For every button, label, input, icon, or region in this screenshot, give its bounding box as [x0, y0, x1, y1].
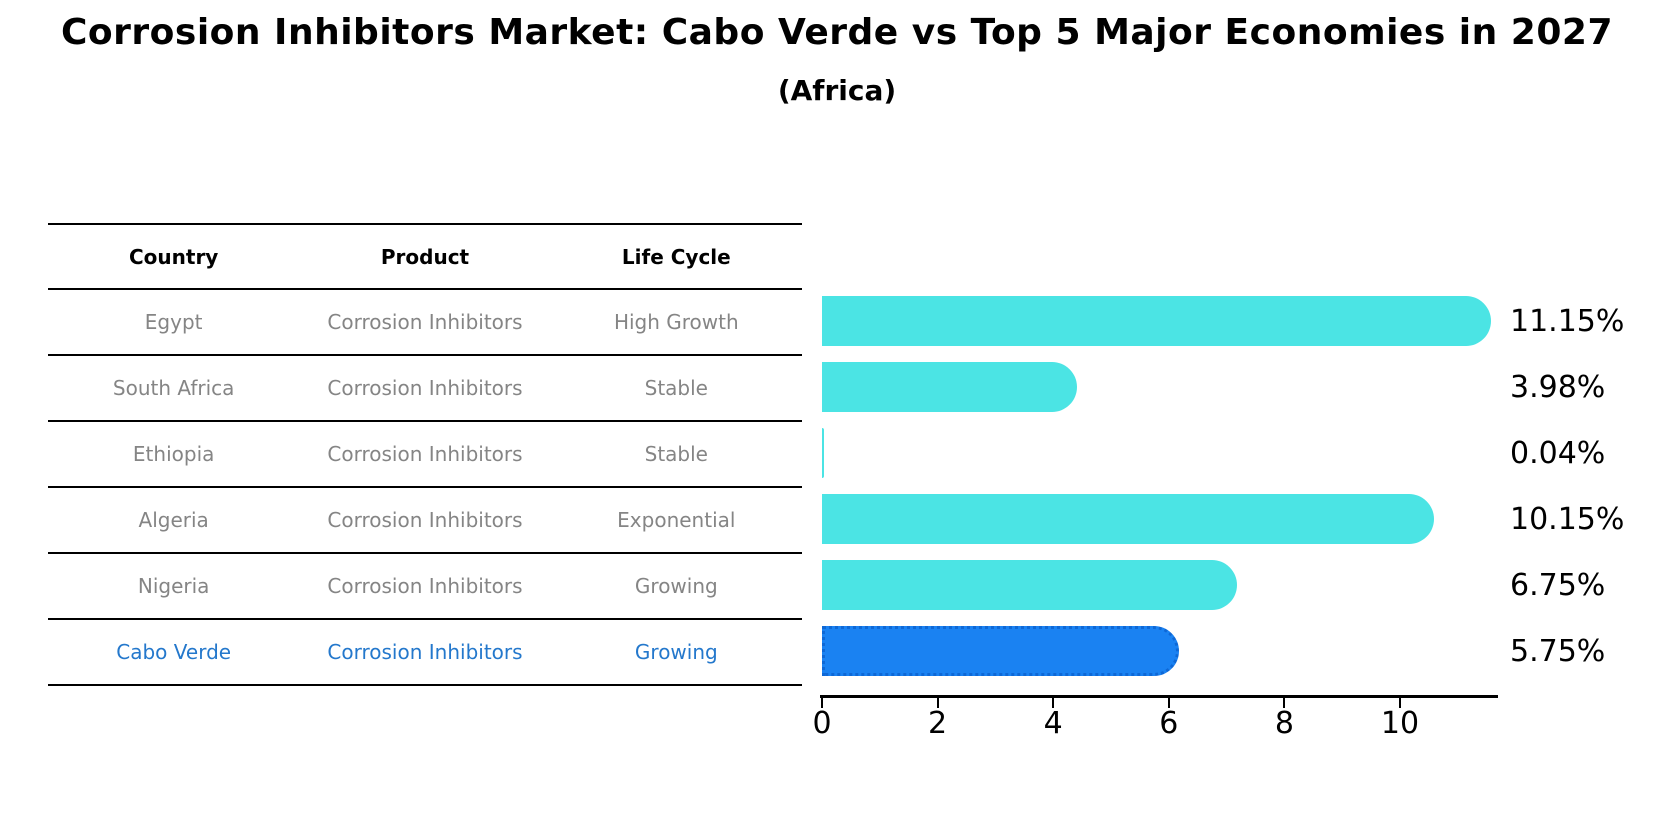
cell-life-cycle: High Growth	[613, 310, 739, 334]
cell-country: Cabo Verde	[116, 640, 232, 664]
cell-life-cycle: Growing	[634, 574, 718, 598]
bar-value-label: 11.15%	[1510, 303, 1625, 339]
table-header-life-cycle: Life Cycle	[621, 244, 731, 269]
cell-product: Corrosion Inhibitors	[327, 442, 523, 466]
table-header-country: Country	[128, 244, 219, 269]
cell-country: Ethiopia	[132, 442, 215, 466]
bar-egypt	[822, 296, 1492, 346]
table-header-row: Country Product Life Cycle	[48, 225, 802, 290]
bar-value-label: 5.75%	[1510, 633, 1606, 669]
cell-product: Corrosion Inhibitors	[327, 310, 523, 334]
cell-life-cycle: Growing	[634, 640, 718, 664]
table-row-cabo-verde: Cabo Verde Corrosion Inhibitors Growing	[48, 620, 802, 686]
cell-country: South Africa	[112, 376, 235, 400]
table-body: Egypt Corrosion Inhibitors High Growth Sout…	[48, 290, 802, 686]
chart-subtitle: (Africa)	[777, 74, 897, 107]
cell-country: Algeria	[138, 508, 209, 532]
cell-life-cycle: Stable	[644, 442, 708, 466]
table-row-south-africa: South Africa Corrosion Inhibitors Stable	[48, 356, 802, 422]
x-axis-tick-label: 10	[1380, 706, 1420, 741]
x-axis-tick	[936, 698, 939, 708]
table-row-ethiopia: Ethiopia Corrosion Inhibitors Stable	[48, 422, 802, 488]
cell-product: Corrosion Inhibitors	[327, 376, 523, 400]
bar-cabo-verde	[822, 626, 1180, 676]
bar-nigeria	[822, 560, 1238, 610]
cell-country: Nigeria	[137, 574, 210, 598]
x-axis-tick	[1167, 698, 1170, 708]
cell-product: Corrosion Inhibitors	[327, 640, 523, 664]
chart-title: Corrosion Inhibitors Market: Cabo Verde …	[61, 12, 1613, 53]
x-axis-tick	[1052, 698, 1055, 708]
cell-country: Egypt	[144, 310, 203, 334]
x-axis-tick-label: 2	[928, 706, 948, 741]
cell-life-cycle: Exponential	[617, 508, 736, 532]
x-axis-tick-label: 6	[1159, 706, 1179, 741]
x-axis-tick	[1283, 698, 1286, 708]
table-header-product: Product	[380, 244, 470, 269]
bar-south-africa	[822, 362, 1078, 412]
cell-life-cycle: Stable	[644, 376, 708, 400]
x-axis-line	[820, 695, 1498, 698]
bar-value-label: 0.04%	[1510, 435, 1606, 471]
table-row-egypt: Egypt Corrosion Inhibitors High Growth	[48, 290, 802, 356]
bar-ethiopia	[822, 428, 825, 478]
table-row-algeria: Algeria Corrosion Inhibitors Exponential	[48, 488, 802, 554]
country-table: Country Product Life Cycle Egypt Corrosio…	[48, 223, 802, 686]
bar-algeria	[822, 494, 1434, 544]
x-axis-tick-label: 0	[812, 706, 832, 741]
x-axis-tick-label: 4	[1043, 706, 1063, 741]
bar-value-label: 3.98%	[1510, 369, 1606, 405]
x-axis-tick-label: 8	[1274, 706, 1294, 741]
cell-product: Corrosion Inhibitors	[327, 508, 523, 532]
x-axis-tick	[1399, 698, 1401, 708]
table-row-nigeria: Nigeria Corrosion Inhibitors Growing	[48, 554, 802, 620]
bar-value-label: 6.75%	[1510, 567, 1606, 603]
bar-value-label: 10.15%	[1510, 501, 1625, 537]
cell-product: Corrosion Inhibitors	[327, 574, 523, 598]
x-axis-tick	[821, 698, 823, 708]
